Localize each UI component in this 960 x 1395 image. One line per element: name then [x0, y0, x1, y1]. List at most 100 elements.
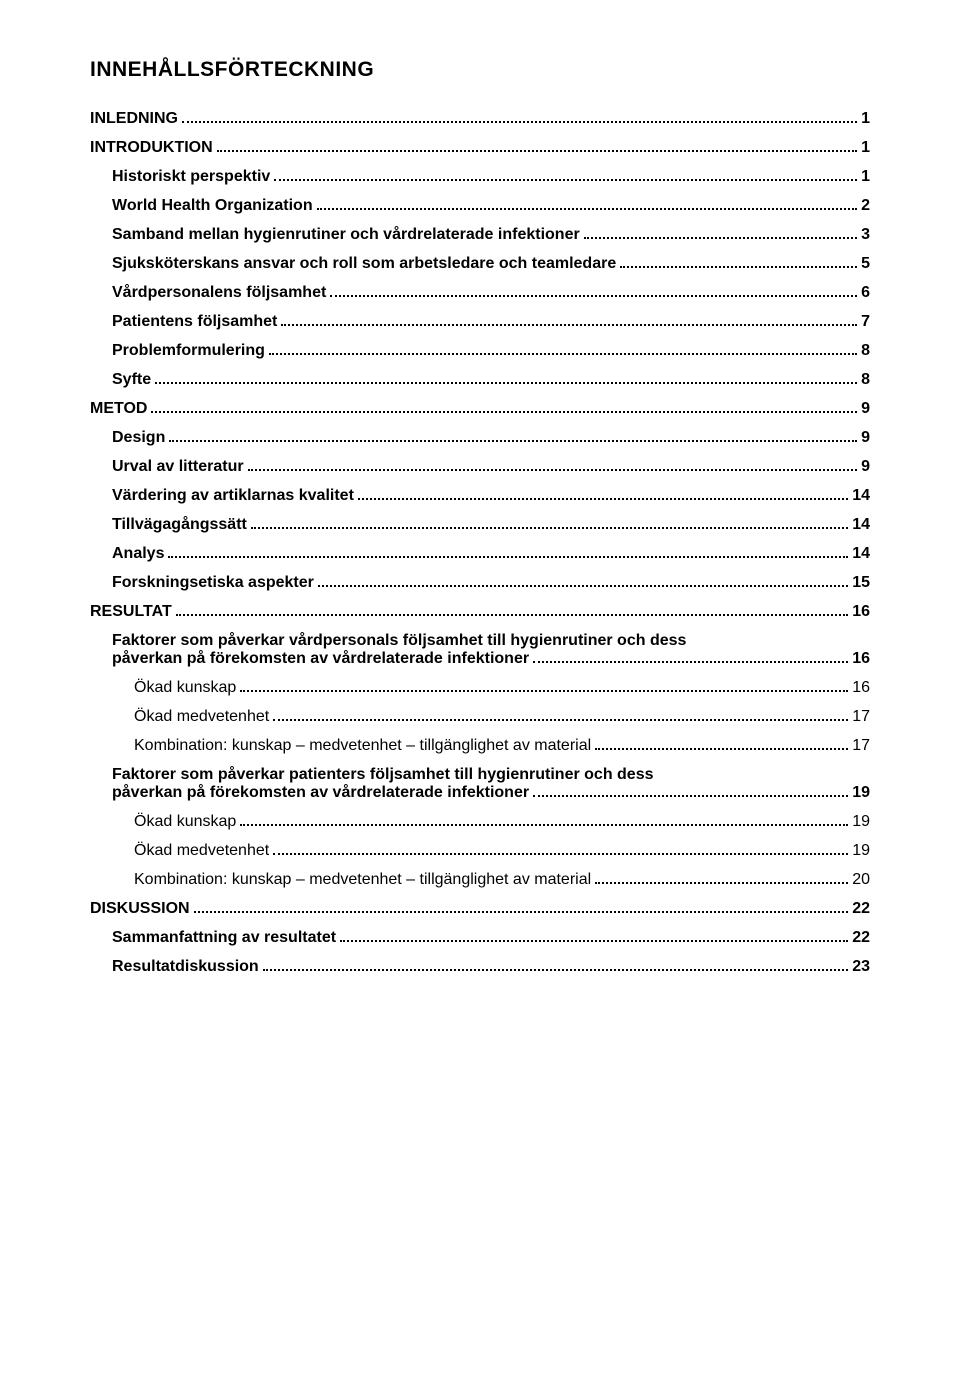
toc-entry-page: 19: [852, 842, 870, 860]
toc-leader-dots: [217, 150, 857, 152]
toc-entry-label: Tillvägagångssätt: [112, 516, 247, 534]
toc-entry-label: Ökad kunskap: [134, 813, 236, 831]
toc-entry-page: 14: [852, 487, 870, 505]
toc-leader-dots: [358, 498, 848, 500]
toc-leader-dots: [194, 911, 849, 913]
toc-leader-dots: [330, 295, 857, 297]
toc-entry-page: 2: [861, 197, 870, 215]
toc-entry: Kombination: kunskap – medvetenhet – til…: [90, 737, 870, 755]
toc-leader-dots: [248, 469, 857, 471]
toc-entry-label: Samband mellan hygienrutiner och vårdrel…: [112, 226, 580, 244]
toc-entry-label: Kombination: kunskap – medvetenhet – til…: [134, 737, 591, 755]
toc-entry-page: 9: [861, 429, 870, 447]
toc-entry-page: 16: [852, 679, 870, 697]
toc-entry-label: Sammanfattning av resultatet: [112, 929, 336, 947]
toc-leader-dots: [273, 719, 848, 721]
toc-entry: Ökad kunskap 19: [90, 813, 870, 831]
toc-entry-label: Forskningsetiska aspekter: [112, 574, 314, 592]
toc-leader-dots: [317, 208, 857, 210]
toc-leader-dots: [533, 661, 848, 663]
toc-entry: INTRODUKTION 1: [90, 139, 870, 157]
toc-entry: Analys 14: [90, 545, 870, 563]
toc-leader-dots: [168, 556, 848, 558]
toc-leader-dots: [263, 969, 849, 971]
toc-leader-dots: [274, 179, 857, 181]
toc-leader-dots: [273, 853, 848, 855]
toc-entry-label: påverkan på förekomsten av vårdrelaterad…: [112, 650, 529, 668]
toc-entry-label: Urval av litteratur: [112, 458, 244, 476]
toc-entry-label: METOD: [90, 400, 147, 418]
toc-entry-page: 19: [852, 813, 870, 831]
toc-entry: Sjuksköterskans ansvar och roll som arbe…: [90, 255, 870, 273]
toc-leader-dots: [620, 266, 857, 268]
toc-entry-page: 22: [852, 900, 870, 918]
toc-entry: METOD 9: [90, 400, 870, 418]
toc-leader-dots: [318, 585, 848, 587]
toc-entry-page: 9: [861, 458, 870, 476]
toc-entry-label: Analys: [112, 545, 164, 563]
toc-entry: Kombination: kunskap – medvetenhet – til…: [90, 871, 870, 889]
toc-entry: RESULTAT16: [90, 603, 870, 621]
toc-entry-label: Ökad medvetenhet: [134, 842, 269, 860]
toc-entry-page: 22: [852, 929, 870, 947]
toc-entry-line2: påverkan på förekomsten av vårdrelaterad…: [90, 650, 870, 668]
toc-entry: World Health Organization 2: [90, 197, 870, 215]
toc-entry-page: 19: [852, 784, 870, 802]
toc-entry-page: 8: [861, 371, 870, 389]
toc-entry-page: 17: [852, 737, 870, 755]
toc-entry-page: 14: [852, 516, 870, 534]
toc-entry-label: påverkan på förekomsten av vårdrelaterad…: [112, 784, 529, 802]
toc-leader-dots: [155, 382, 857, 384]
toc-entry-label: Värdering av artiklarnas kvalitet: [112, 487, 354, 505]
toc-entry-label: Sjuksköterskans ansvar och roll som arbe…: [112, 255, 616, 273]
toc-leader-dots: [281, 324, 857, 326]
toc-leader-dots: [240, 690, 848, 692]
toc-entry-page: 14: [852, 545, 870, 563]
toc-entry: Historiskt perspektiv 1: [90, 168, 870, 186]
toc-entry-label: World Health Organization: [112, 197, 313, 215]
toc-entry-label: Ökad medvetenhet: [134, 708, 269, 726]
toc-leader-dots: [269, 353, 857, 355]
toc-entry-page: 17: [852, 708, 870, 726]
toc-entry: Patientens följsamhet 7: [90, 313, 870, 331]
toc-entry-label: Historiskt perspektiv: [112, 168, 270, 186]
toc-entry: Faktorer som påverkar patienters följsam…: [90, 766, 870, 802]
toc-entry: Design 9: [90, 429, 870, 447]
toc-entry-label: Faktorer som påverkar vårdpersonals följ…: [90, 632, 870, 650]
toc-entry-label: Design: [112, 429, 165, 447]
toc-entry-label: Problemformulering: [112, 342, 265, 360]
toc-entry: Samband mellan hygienrutiner och vårdrel…: [90, 226, 870, 244]
toc-container: INLEDNING1INTRODUKTION1Historiskt perspe…: [90, 110, 870, 976]
toc-entry-page: 1: [861, 139, 870, 157]
toc-entry: Forskningsetiska aspekter 15: [90, 574, 870, 592]
toc-entry-page: 23: [852, 958, 870, 976]
toc-entry: Vårdpersonalens följsamhet6: [90, 284, 870, 302]
toc-leader-dots: [584, 237, 857, 239]
toc-entry-label: Ökad kunskap: [134, 679, 236, 697]
toc-entry-page: 20: [852, 871, 870, 889]
toc-entry-label: Syfte: [112, 371, 151, 389]
toc-entry-page: 16: [852, 650, 870, 668]
toc-entry: Ökad medvetenhet 19: [90, 842, 870, 860]
toc-entry-page: 7: [861, 313, 870, 331]
toc-entry-page: 3: [861, 226, 870, 244]
toc-title: INNEHÅLLSFÖRTECKNING: [90, 58, 870, 82]
toc-entry-page: 9: [861, 400, 870, 418]
toc-entry-label: INTRODUKTION: [90, 139, 213, 157]
toc-entry-line2: påverkan på förekomsten av vårdrelaterad…: [90, 784, 870, 802]
toc-leader-dots: [533, 795, 848, 797]
toc-entry-label: Resultatdiskussion: [112, 958, 259, 976]
toc-entry-page: 16: [852, 603, 870, 621]
toc-leader-dots: [182, 121, 857, 123]
toc-entry-label: Faktorer som påverkar patienters följsam…: [90, 766, 870, 784]
toc-entry-label: Vårdpersonalens följsamhet: [112, 284, 326, 302]
toc-leader-dots: [240, 824, 848, 826]
toc-leader-dots: [176, 614, 848, 616]
toc-entry-label: Patientens följsamhet: [112, 313, 277, 331]
toc-entry-page: 1: [861, 168, 870, 186]
toc-entry-page: 15: [852, 574, 870, 592]
toc-leader-dots: [169, 440, 857, 442]
toc-entry: Syfte 8: [90, 371, 870, 389]
toc-entry: Faktorer som påverkar vårdpersonals följ…: [90, 632, 870, 668]
toc-entry: Problemformulering8: [90, 342, 870, 360]
